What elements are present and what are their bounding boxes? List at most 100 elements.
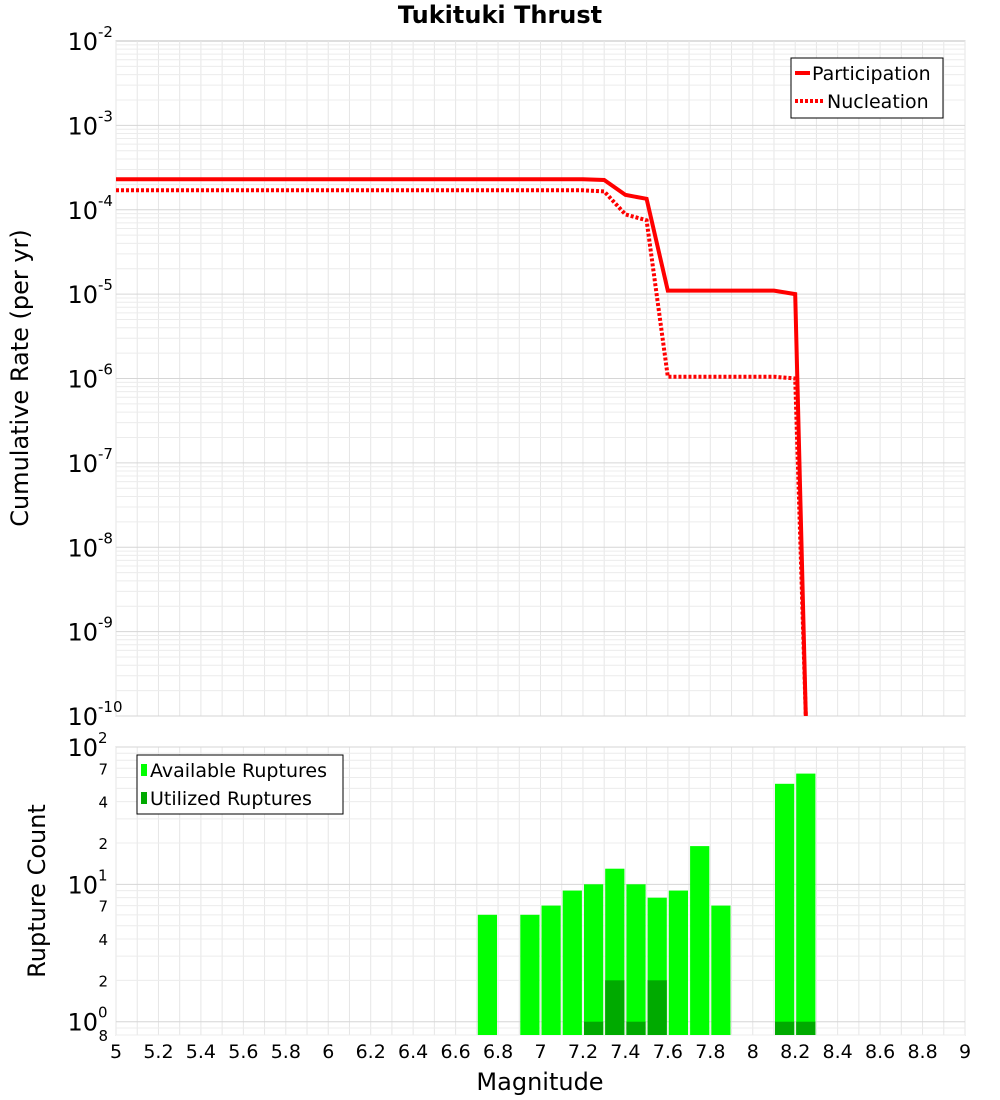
top-y-tick-mantissa: 10	[67, 534, 98, 562]
bar-available	[584, 884, 604, 1035]
top-y-tick-mantissa: 10	[67, 450, 98, 478]
bottom-y-tick: 10 1	[67, 866, 107, 899]
top-legend-box	[790, 57, 944, 119]
top-y-tick-exponent: -4	[98, 192, 113, 210]
bar-utilized	[605, 980, 625, 1035]
bottom-y-minor-label: 2	[98, 835, 108, 853]
bar-utilized	[626, 1021, 646, 1035]
bar-available	[562, 890, 582, 1035]
x-tick-label: 7.6	[653, 1041, 683, 1063]
bottom-y-tick-exponent: 2	[98, 729, 108, 747]
series-line-participation	[116, 177, 808, 717]
bottom-y-minor-label: 7	[98, 898, 108, 916]
top-y-tick: 10 -2	[67, 23, 113, 56]
x-tick-label: 7.4	[610, 1041, 640, 1063]
legend-participation-label: Participation	[812, 63, 931, 85]
legend-available-swatch	[141, 764, 147, 776]
top-y-tick: 10 -8	[67, 529, 113, 562]
bar-utilized	[584, 1021, 604, 1035]
bottom-y-tick-mantissa: 10	[67, 734, 98, 762]
top-y-tick-mantissa: 10	[67, 28, 98, 56]
top-y-tick-exponent: -7	[98, 445, 113, 463]
legend-nucleation-label: Nucleation	[827, 91, 929, 113]
series-line-nucleation	[116, 188, 808, 717]
top-y-tick-mantissa: 10	[67, 619, 98, 647]
bar-available	[775, 783, 795, 1035]
x-tick-label: 6.6	[440, 1041, 470, 1063]
bottom-y-tick-mantissa: 10	[67, 1009, 98, 1037]
bottom-legend-box	[136, 754, 344, 815]
top-y-tick: 10 -7	[67, 445, 113, 478]
top-y-tick: 10 -4	[67, 192, 113, 225]
x-tick-label: 7.8	[695, 1041, 725, 1063]
top-y-tick-exponent: -5	[98, 276, 113, 294]
bar-available	[477, 914, 497, 1035]
x-tick-label: 5.8	[271, 1041, 301, 1063]
top-y-tick-exponent: -6	[98, 361, 113, 379]
bottom-y-tick-exponent: 0	[98, 1004, 108, 1022]
top-y-tick-exponent: -2	[98, 23, 113, 41]
x-tick-label: 9	[959, 1041, 971, 1063]
legend-utilized-label: Utilized Ruptures	[150, 788, 312, 810]
x-tick-label: 5.2	[143, 1041, 173, 1063]
x-tick-label: 8.8	[907, 1041, 937, 1063]
bar-available	[668, 890, 688, 1035]
bottom-y-minor-label: 4	[98, 931, 108, 949]
bottom-legend: Available Ruptures Utilized Ruptures	[136, 754, 344, 815]
bottom-y-tick: 10 2	[67, 729, 107, 762]
bar-available	[690, 846, 710, 1035]
bottom-y-tick: 10 0	[67, 1004, 107, 1037]
bar-available	[520, 914, 540, 1035]
x-tick-label: 6.8	[483, 1041, 513, 1063]
bottom-y-minor-label: 8	[98, 1027, 108, 1045]
x-tick-label: 5.4	[186, 1041, 216, 1063]
legend-utilized-swatch	[141, 792, 147, 804]
top-y-axis-label: Cumulative Rate (per yr)	[6, 229, 34, 527]
top-y-ticks: 10-210-310-410-510-610-710-810-910-10	[67, 23, 122, 731]
top-y-tick-mantissa: 10	[67, 197, 98, 225]
top-plot: 10-210-310-410-510-610-710-810-910-10 Cu…	[6, 23, 966, 731]
bottom-y-tick-exponent: 1	[98, 866, 108, 884]
x-tick-label: 8	[747, 1041, 759, 1063]
x-tick-label: 8.4	[823, 1041, 853, 1063]
top-y-tick-exponent: -9	[98, 614, 113, 632]
top-y-tick: 10 -9	[67, 614, 113, 647]
bar-available	[796, 773, 816, 1035]
legend-available-label: Available Ruptures	[150, 760, 327, 782]
x-ticks: 5 5.2 5.4 5.6 5.8 6 6.2 6.4 6.6 6.8 7 7.2 7.4 7.6 7.8 8…	[110, 1041, 971, 1063]
x-tick-label: 7.2	[568, 1041, 598, 1063]
top-y-tick-mantissa: 10	[67, 703, 98, 731]
top-y-tick-exponent: -10	[98, 698, 123, 716]
top-y-tick-exponent: -8	[98, 529, 113, 547]
top-y-tick-exponent: -3	[98, 107, 113, 125]
bottom-y-minor-label: 2	[98, 972, 108, 990]
bar-available	[711, 905, 731, 1035]
bottom-y-minor-label: 4	[98, 794, 108, 812]
x-tick-label: 8.6	[865, 1041, 895, 1063]
chart-title: Tukituki Thrust	[398, 1, 602, 29]
x-tick-label: 5	[110, 1041, 122, 1063]
top-y-tick: 10 -5	[67, 276, 113, 309]
x-tick-label: 7	[534, 1041, 546, 1063]
bar-utilized	[647, 980, 667, 1035]
top-y-tick-mantissa: 10	[67, 112, 98, 140]
x-tick-label: 5.6	[228, 1041, 258, 1063]
bar-utilized	[775, 1021, 795, 1035]
bottom-y-tick-mantissa: 10	[67, 871, 98, 899]
top-y-tick: 10 -10	[67, 698, 122, 731]
bar-utilized	[796, 1021, 816, 1035]
x-tick-label: 6	[322, 1041, 334, 1063]
x-tick-label: 6.2	[356, 1041, 386, 1063]
bar-available	[541, 905, 561, 1035]
x-tick-label: 6.4	[398, 1041, 428, 1063]
top-series-lines	[116, 177, 808, 717]
bottom-y-minor-label: 7	[98, 760, 108, 778]
top-y-tick: 10 -3	[67, 107, 113, 140]
top-grid	[115, 41, 966, 717]
x-tick-label: 8.2	[780, 1041, 810, 1063]
bottom-y-axis-label: Rupture Count	[23, 804, 51, 978]
bar-available	[626, 884, 646, 1035]
